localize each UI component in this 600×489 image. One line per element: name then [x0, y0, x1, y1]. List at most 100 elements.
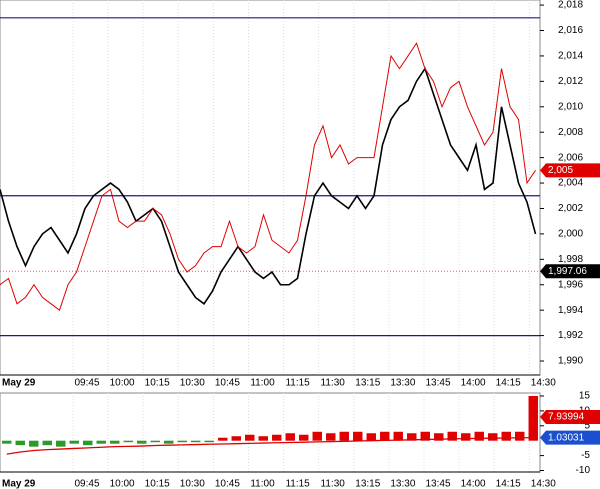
x-tick-label: 10:00 — [110, 479, 135, 489]
x-tick-label: 13:30 — [390, 378, 415, 389]
signal-line — [6, 436, 534, 455]
x-tick-label: 13:30 — [390, 479, 415, 489]
x-tick-label: 13:45 — [425, 378, 450, 389]
x-tick-label: 09:45 — [74, 378, 99, 389]
histogram-bar — [150, 440, 160, 443]
price-marker — [540, 430, 600, 445]
x-tick-label: 09:45 — [74, 479, 99, 489]
histogram-bar — [56, 440, 66, 447]
histogram-bar — [110, 440, 120, 444]
histogram-bar — [15, 440, 25, 446]
y-tick-label: 2,016 — [558, 25, 583, 36]
x-tick-label: 14:15 — [496, 378, 521, 389]
y-tick-label: 2,014 — [558, 51, 583, 62]
histogram-bar — [447, 431, 457, 441]
x-tick-label: 10:45 — [215, 378, 240, 389]
x-tick-label: 13:15 — [355, 479, 380, 489]
x-tick-label: 14:30 — [531, 479, 556, 489]
histogram-bar — [218, 437, 228, 441]
histogram-bar — [380, 431, 390, 441]
histogram-bar — [339, 431, 349, 441]
x-tick-label: 14:30 — [531, 378, 556, 389]
x-tick-label: 11:00 — [250, 378, 275, 389]
price-marker-label: 2,005 — [548, 165, 573, 176]
y-tick-label: 2,000 — [558, 229, 583, 240]
y-tick-label: 2,002 — [558, 203, 583, 214]
x-tick-label: 11:15 — [285, 378, 310, 389]
y-tick-label: 1,994 — [558, 305, 583, 316]
price-marker — [540, 264, 600, 279]
x-tick-label: 10:30 — [180, 479, 205, 489]
x-tick-label: 14:00 — [461, 378, 486, 389]
histogram-bar — [326, 433, 336, 441]
histogram-bar — [245, 434, 255, 441]
histogram-bar — [137, 440, 147, 444]
y-tick-label: 2,018 — [558, 0, 583, 11]
histogram-bar — [299, 434, 309, 441]
x-tick-label: 14:15 — [496, 479, 521, 489]
x-tick-label: 14:00 — [461, 479, 486, 489]
histogram-bar — [177, 440, 187, 443]
y-tick-label: 1,990 — [558, 356, 583, 367]
histogram-bar — [515, 431, 525, 441]
price-marker-label: 1,997.06 — [548, 266, 587, 277]
y-tick-label: 1,998 — [558, 254, 583, 265]
x-tick-label: 10:45 — [215, 479, 240, 489]
histogram-bar — [366, 433, 376, 441]
x-tick-label: May 29 — [2, 378, 36, 389]
x-tick-label: 11:30 — [321, 479, 346, 489]
y-tick-label: 1,992 — [558, 330, 583, 341]
histogram-bar — [29, 440, 39, 447]
histogram-bar — [42, 440, 52, 446]
price-marker-label: 7.93994 — [548, 412, 585, 423]
x-tick-label: 11:30 — [321, 378, 346, 389]
y-tick-label: 2,004 — [558, 178, 583, 189]
histogram-bar — [285, 433, 295, 441]
y-tick-label: -5 — [581, 450, 590, 461]
price-marker-label: 1.03031 — [548, 432, 585, 443]
histogram-bar — [123, 440, 133, 443]
histogram-bar — [474, 431, 484, 441]
histogram-bar — [353, 431, 363, 441]
price-marker — [540, 410, 600, 425]
histogram-bar — [393, 431, 403, 441]
y-tick-label: 2,012 — [558, 76, 583, 87]
histogram-bar — [96, 440, 106, 444]
x-tick-label: 11:15 — [285, 479, 310, 489]
histogram-bar — [164, 440, 174, 444]
y-tick-label: 2,010 — [558, 101, 583, 112]
histogram-bar — [231, 436, 241, 441]
histogram-bar — [258, 436, 268, 441]
histogram-bar — [204, 440, 214, 443]
histogram-bar — [420, 431, 430, 441]
histogram-bar — [83, 440, 93, 446]
histogram-bar — [312, 431, 322, 441]
histogram-bar — [407, 433, 417, 441]
price-line — [0, 66, 537, 305]
price-marker — [540, 163, 600, 178]
x-tick-label: 11:00 — [250, 479, 275, 489]
histogram-bar — [461, 433, 471, 441]
x-tick-label: 10:00 — [110, 378, 135, 389]
x-tick-label: 13:15 — [355, 378, 380, 389]
y-tick-label: 2,006 — [558, 152, 583, 163]
price-line — [0, 42, 536, 311]
x-tick-label: May 29 — [2, 479, 36, 489]
x-tick-label: 10:30 — [180, 378, 205, 389]
x-tick-label: 10:15 — [145, 479, 170, 489]
histogram-bar — [2, 440, 12, 444]
histogram-bar — [528, 395, 538, 441]
histogram-bar — [69, 440, 79, 444]
y-tick-label: 5 — [584, 420, 590, 431]
histogram-bar — [501, 431, 511, 441]
histogram-bar — [488, 433, 498, 441]
histogram-bar — [434, 433, 444, 441]
y-tick-label: 1,996 — [558, 279, 583, 290]
y-tick-label: 15 — [579, 391, 591, 402]
histogram-bar — [272, 434, 282, 441]
x-tick-label: 13:45 — [425, 479, 450, 489]
histogram-bar — [191, 440, 201, 443]
y-tick-label: 2,008 — [558, 127, 583, 138]
